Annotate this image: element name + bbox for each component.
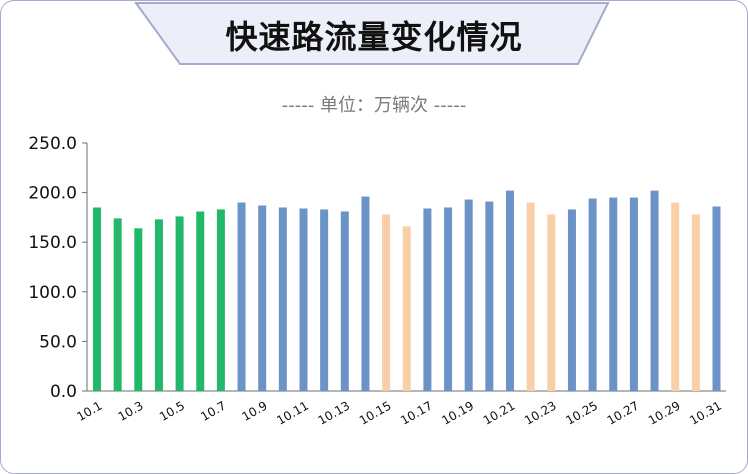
x-tick-label: 10.11 [274, 398, 311, 427]
x-tick-label: 10.23 [522, 398, 559, 427]
title-banner [134, 2, 610, 65]
bar-10.7 [216, 209, 225, 391]
bar-10.26 [609, 197, 618, 391]
x-tick-label: 10.5 [157, 398, 187, 423]
x-tick-label: 10.3 [116, 398, 146, 423]
bar-10.12 [320, 209, 329, 391]
bar-10.14 [361, 196, 370, 391]
bar-10.9 [258, 205, 267, 391]
bar-10.11 [299, 208, 308, 391]
bar-10.18 [444, 207, 453, 391]
bar-10.6 [196, 211, 205, 391]
bar-10.2 [113, 218, 122, 391]
x-tick-label: 10.31 [687, 398, 724, 427]
chart-title: 快速路流量变化情况 [225, 18, 523, 56]
bar-10.20 [485, 201, 494, 391]
bar-10.3 [134, 228, 143, 391]
x-tick-label: 10.19 [439, 398, 476, 427]
bar-10.10 [278, 207, 287, 391]
x-tick-label: 10.27 [605, 398, 642, 427]
bar-10.30 [691, 214, 700, 391]
bar-10.15 [382, 214, 391, 391]
x-tick-label: 10.15 [357, 398, 394, 427]
bar-10.27 [629, 197, 638, 391]
x-tick-label: 10.9 [240, 398, 270, 423]
bar-10.31 [712, 206, 721, 391]
x-tick-label: 10.17 [398, 398, 435, 427]
y-tick-label: 0.0 [50, 382, 77, 402]
y-tick-label: 50.0 [39, 332, 77, 352]
x-tick-label: 10.7 [198, 398, 228, 423]
x-tick-label: 10.1 [74, 398, 104, 423]
bar-10.4 [154, 219, 163, 391]
title-banner-shape [134, 2, 610, 65]
x-tick-label: 10.21 [481, 398, 518, 427]
bar-10.24 [567, 209, 576, 391]
bar-10.17 [423, 208, 432, 391]
bar-10.25 [588, 198, 597, 391]
bar-10.5 [175, 216, 184, 391]
bar-10.21 [506, 190, 514, 391]
bar-10.19 [464, 199, 473, 391]
bar-10.13 [340, 211, 349, 391]
y-tick-label: 100.0 [28, 283, 77, 303]
y-tick-label: 150.0 [28, 233, 77, 253]
bar-10.8 [237, 202, 246, 391]
unit-subtitle: ----- 单位：万辆次 ----- [281, 95, 467, 116]
bar-10.1 [93, 207, 101, 391]
y-tick-label: 200.0 [28, 184, 77, 204]
bar-10.16 [402, 226, 411, 391]
x-tick-label: 10.13 [316, 398, 353, 427]
bar-10.29 [671, 202, 680, 391]
x-tick-label: 10.29 [646, 398, 683, 427]
bar-10.28 [650, 190, 659, 391]
bar-10.23 [547, 214, 556, 391]
bar-10.22 [526, 202, 535, 391]
x-tick-label: 10.25 [563, 398, 600, 427]
y-tick-label: 250.0 [28, 134, 77, 154]
